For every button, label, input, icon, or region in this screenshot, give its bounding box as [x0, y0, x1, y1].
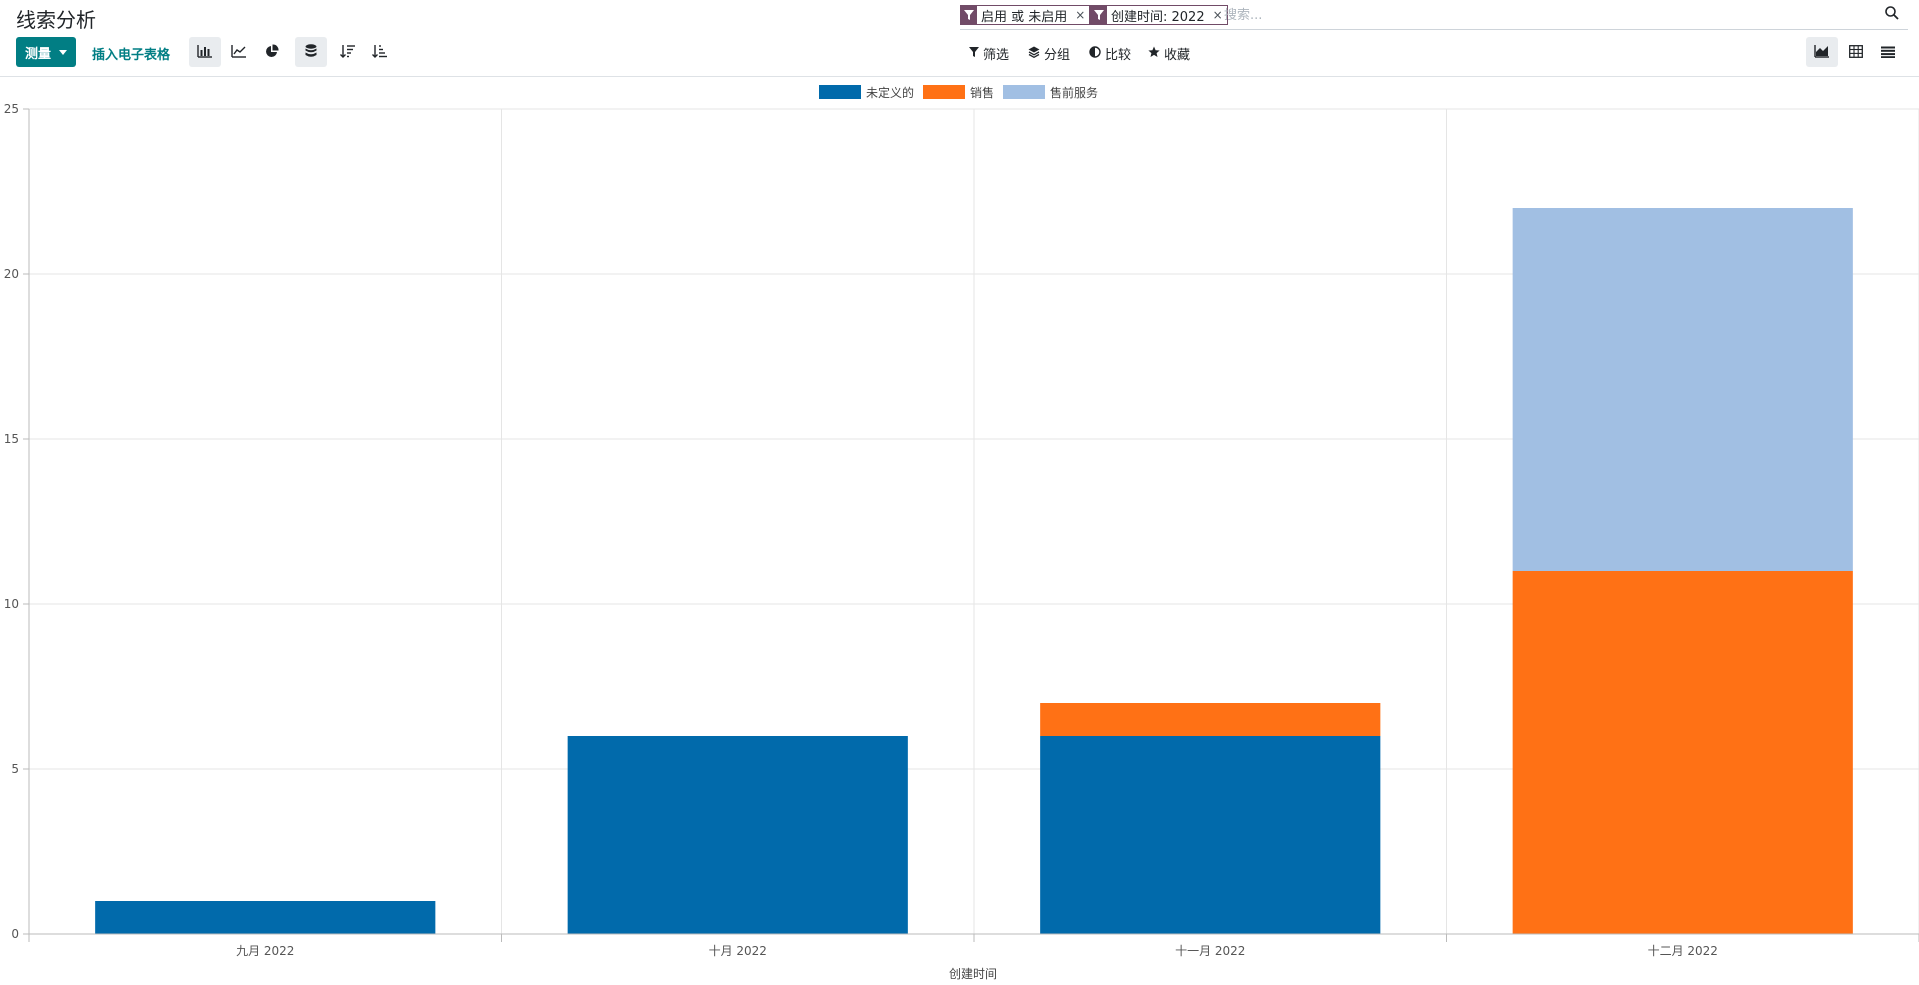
area-chart-icon [1814, 43, 1830, 62]
search-bar: 启用 或 未启用 × 创建时间: 2022 × [960, 3, 1908, 30]
compare-dropdown[interactable]: 比较 [1089, 44, 1131, 63]
search-icon[interactable] [1884, 5, 1904, 25]
measure-label: 测量 [24, 46, 51, 62]
y-tick-label: 5 [11, 762, 19, 776]
measure-button[interactable]: 测量 [16, 37, 76, 67]
sort-ascending-button[interactable] [364, 37, 396, 67]
pivot-view-button[interactable] [1840, 37, 1872, 67]
y-tick-label: 25 [4, 102, 19, 116]
facet-active[interactable]: 启用 或 未启用 × [960, 5, 1091, 25]
filter-label: 筛选 [983, 48, 1010, 63]
filter-icon [969, 46, 979, 61]
sort-descending-button[interactable] [332, 37, 364, 67]
facet-create-date[interactable]: 创建时间: 2022 × [1090, 5, 1228, 25]
x-tick-label: 十月 2022 [709, 944, 767, 958]
stacked-button[interactable] [295, 37, 327, 67]
list-view-button[interactable] [1872, 37, 1904, 67]
bar-chart-icon [197, 43, 213, 62]
facet-close-icon[interactable]: × [1212, 8, 1223, 22]
bar-segment[interactable] [1512, 571, 1853, 934]
graph-view-button[interactable] [1806, 37, 1838, 67]
legend-label-presales[interactable]: 售前服务 [1050, 86, 1099, 100]
search-input[interactable] [1224, 5, 1864, 25]
list-icon [1881, 43, 1895, 62]
legend-swatch-undefined[interactable] [819, 85, 861, 99]
line-chart-button[interactable] [223, 37, 255, 67]
facet-close-icon[interactable]: × [1075, 8, 1086, 22]
sort-descending-icon [340, 43, 356, 62]
legend-label-undefined[interactable]: 未定义的 [866, 86, 915, 100]
table-icon [1849, 43, 1863, 62]
sort-ascending-icon [372, 43, 388, 62]
chart-axes [23, 108, 1919, 942]
bar-segment[interactable] [1040, 736, 1381, 934]
filter-icon [1091, 6, 1107, 24]
favorites-label: 收藏 [1164, 48, 1191, 63]
line-chart-icon [231, 43, 247, 62]
bar-chart-button[interactable] [189, 37, 221, 67]
group-by-dropdown[interactable]: 分组 [1028, 44, 1070, 63]
y-tick-label: 0 [11, 927, 19, 941]
facet-label: 创建时间: 2022 [1111, 9, 1205, 25]
bar-segment[interactable] [567, 736, 908, 934]
favorites-dropdown[interactable]: 收藏 [1148, 44, 1190, 63]
bar-segment[interactable] [1040, 703, 1381, 736]
y-tick-label: 10 [4, 597, 19, 611]
bar-segment[interactable] [1512, 208, 1853, 571]
bar-segment[interactable] [95, 901, 436, 934]
group-by-label: 分组 [1044, 48, 1071, 63]
legend-swatch-sales[interactable] [923, 85, 965, 99]
star-icon [1148, 46, 1160, 62]
database-icon [305, 43, 317, 62]
facet-label: 启用 或 未启用 [981, 9, 1068, 25]
legend-swatch-presales[interactable] [1003, 85, 1045, 99]
toolbar-divider [0, 76, 1919, 77]
adjust-icon [1089, 45, 1101, 62]
x-tick-label: 九月 2022 [236, 944, 294, 958]
layers-icon [1028, 46, 1040, 62]
legend-label-sales[interactable]: 销售 [970, 86, 995, 100]
caret-down-icon [59, 49, 67, 55]
x-axis-label: 创建时间 [949, 967, 997, 981]
pie-chart-icon [265, 43, 279, 62]
chart-labels: 0 5 10 15 20 25 九月 2022 十月 2022 十一月 2022 十二月 2022 [4, 102, 1718, 958]
insert-spreadsheet-button[interactable]: 插入电子表格 [92, 48, 171, 63]
filter-dropdown[interactable]: 筛选 [969, 44, 1009, 63]
page-title: 线索分析 [16, 8, 96, 32]
filter-icon [961, 6, 977, 24]
x-tick-label: 十二月 2022 [1648, 944, 1718, 958]
x-tick-label: 十一月 2022 [1175, 944, 1245, 958]
pie-chart-button[interactable] [256, 37, 288, 67]
chart-bars [95, 208, 1853, 934]
compare-label: 比较 [1105, 48, 1132, 63]
y-tick-label: 15 [4, 432, 19, 446]
y-tick-label: 20 [4, 267, 19, 281]
